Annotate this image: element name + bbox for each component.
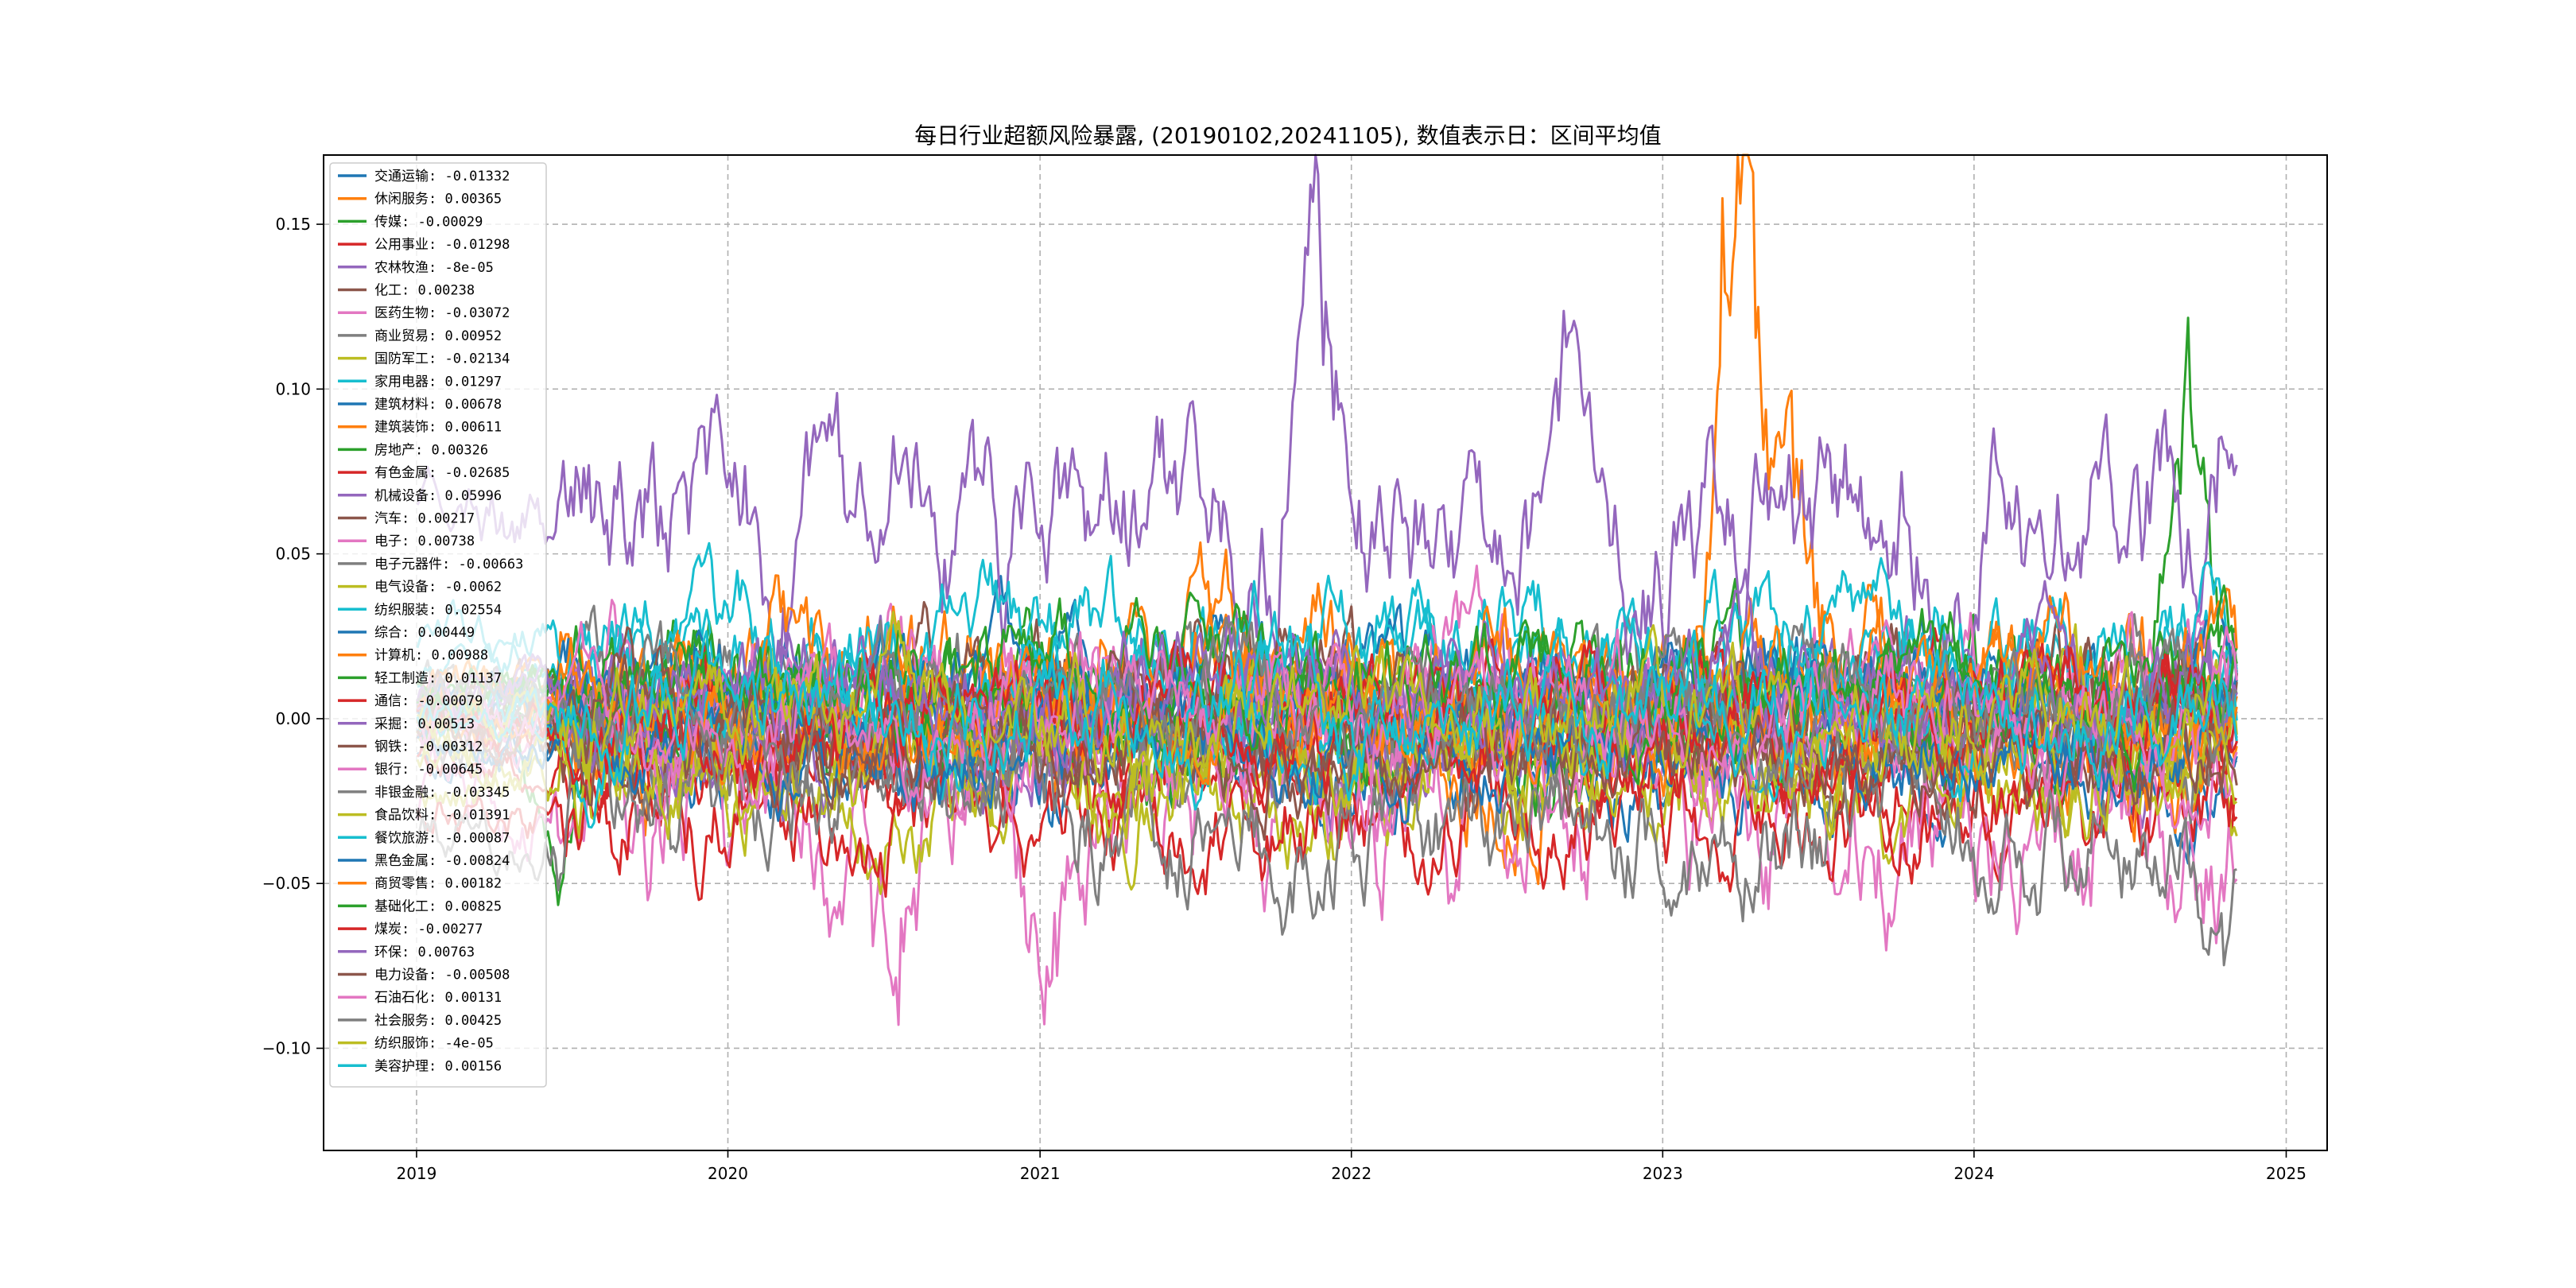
legend-label: 石油石化: 0.00131 [374,990,502,1006]
y-tick-label: 0.05 [275,545,311,564]
legend-label: 综合: 0.00449 [374,625,475,641]
legend-label: 公用事业: -0.01298 [374,237,510,253]
y-tick-label: −0.05 [262,874,311,893]
legend-label: 美容护理: 0.00156 [374,1058,502,1074]
series-lines [416,153,2238,1026]
legend-label: 环保: 0.00763 [374,945,475,960]
legend-box [329,162,547,1088]
y-tick-label: 0.00 [275,709,311,728]
series-line-32 [416,597,2238,793]
chart-title: 每日行业超额风险暴露, (20190102,20241105), 数值表示日：区… [914,122,1661,149]
legend: 交通运输: -0.01332 休闲服务: 0.00365 传媒: -0.00029 公… [329,162,547,1088]
legend-label: 建筑材料: 0.00678 [374,397,502,413]
series-line-19 [416,541,2238,744]
legend-label: 煤炭: -0.00277 [374,921,483,937]
legend-label: 农林牧渔: -8e-05 [374,260,494,276]
legend-label: 餐饮旅游: -0.00087 [374,830,510,846]
legend-label: 房地产: 0.00326 [374,442,488,458]
series-line-36 [417,621,2238,813]
legend-label: 有色金属: -0.02685 [374,465,510,481]
legend-label: 建筑装饰: 0.00611 [374,420,502,436]
legend-label: 纺织服饰: -4e-05 [374,1036,494,1052]
y-tick-label: 0.15 [275,215,311,234]
legend-label: 机械设备: 0.05996 [374,488,502,504]
legend-label: 传媒: -0.00029 [374,214,483,230]
x-tick-label: 2022 [1331,1164,1371,1183]
legend-label: 基础化工: 0.00825 [374,898,502,914]
legend-label: 休闲服务: 0.00365 [374,192,502,208]
x-tick-label: 2025 [2266,1164,2306,1183]
legend-label: 汽车: 0.00217 [374,511,475,527]
legend-label: 交通运输: -0.01332 [374,169,510,184]
legend-label: 计算机: 0.00988 [374,648,488,664]
legend-label: 采掘: 0.00513 [374,716,475,732]
legend-label: 银行: -0.00645 [374,762,483,778]
x-tick-label: 2023 [1643,1164,1683,1183]
legend-label: 电子元器件: -0.00663 [374,557,523,572]
series-line-39 [416,611,2238,788]
legend-label: 通信: -0.00079 [374,693,483,709]
legend-label: 食品饮料: -0.01391 [374,808,510,824]
plot-frame [323,154,2328,1151]
legend-label: 纺织服装: 0.02554 [374,602,502,618]
legend-label: 非银金融: -0.03345 [374,785,510,801]
legend-label: 钢铁: -0.00312 [374,739,483,755]
y-tick-label: 0.10 [275,379,311,398]
axes: 2019 2020 2021 2022 2023 2024 2025 −0.10 −0.05 0.… [262,215,2306,1183]
legend-label: 商业贸易: 0.00952 [374,328,502,344]
x-tick-label: 2024 [1953,1164,1994,1183]
x-tick-label: 2020 [708,1164,748,1183]
x-tick-label: 2019 [396,1164,436,1183]
legend-label: 化工: 0.00238 [374,283,475,299]
legend-label: 电子: 0.00738 [374,533,475,549]
legend-label: 黑色金属: -0.00824 [374,853,510,869]
x-tick-label: 2021 [1020,1164,1061,1183]
legend-label: 医药生物: -0.03072 [374,305,510,321]
series-line-38 [416,611,2238,805]
y-tick-label: −0.10 [262,1038,311,1057]
legend-label: 国防军工: -0.02134 [374,351,510,367]
legend-label: 电气设备: -0.0062 [374,580,502,596]
series-line-35 [416,645,2238,841]
legend-label: 电力设备: -0.00508 [374,968,510,983]
legend-label: 商贸零售: 0.00182 [374,876,502,892]
legend-label: 家用电器: 0.01297 [374,374,502,390]
legend-label: 社会服务: 0.00425 [374,1013,502,1029]
legend-label: 轻工制造: 0.01137 [374,670,502,686]
